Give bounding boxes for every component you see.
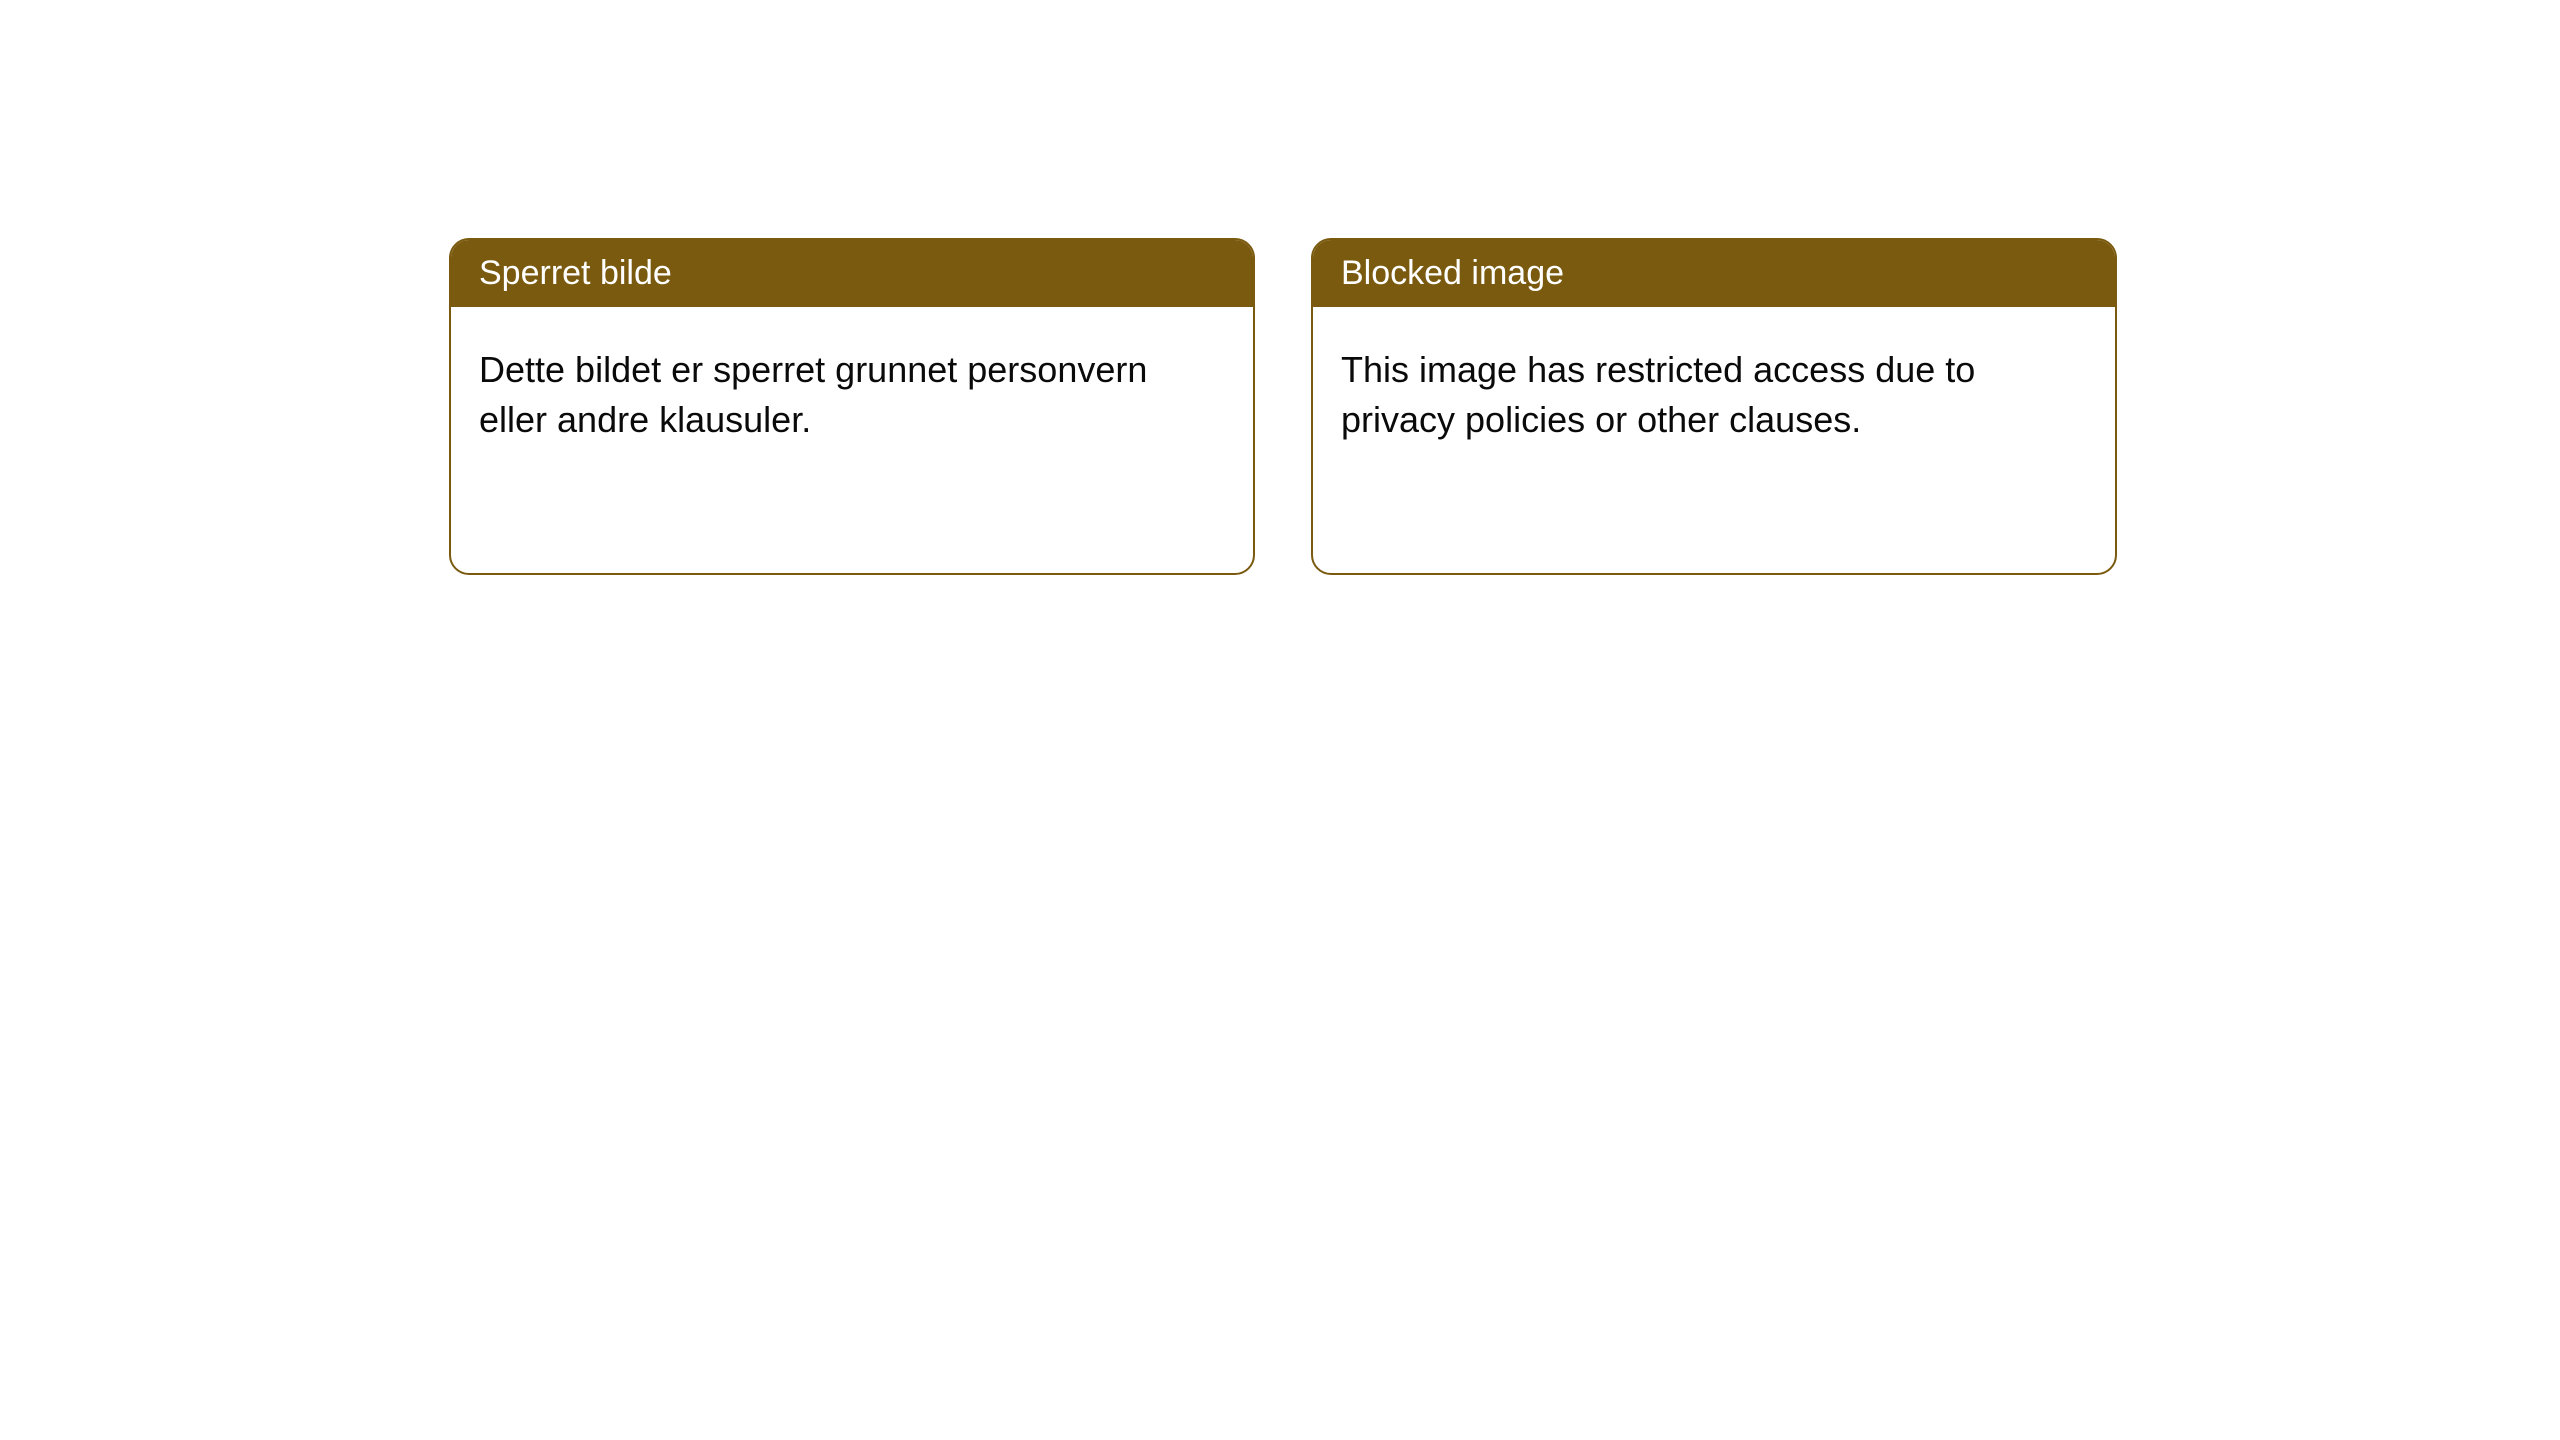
card-body-text: This image has restricted access due to …	[1341, 349, 1975, 440]
notice-card-norwegian: Sperret bilde Dette bildet er sperret gr…	[449, 238, 1255, 575]
card-body: Dette bildet er sperret grunnet personve…	[451, 307, 1253, 484]
notice-card-english: Blocked image This image has restricted …	[1311, 238, 2117, 575]
card-title: Sperret bilde	[479, 254, 672, 292]
card-body: This image has restricted access due to …	[1313, 307, 2115, 484]
card-header: Sperret bilde	[451, 240, 1253, 307]
card-body-text: Dette bildet er sperret grunnet personve…	[479, 349, 1147, 440]
card-header: Blocked image	[1313, 240, 2115, 307]
card-title: Blocked image	[1341, 254, 1564, 292]
notice-container: Sperret bilde Dette bildet er sperret gr…	[449, 238, 2117, 575]
